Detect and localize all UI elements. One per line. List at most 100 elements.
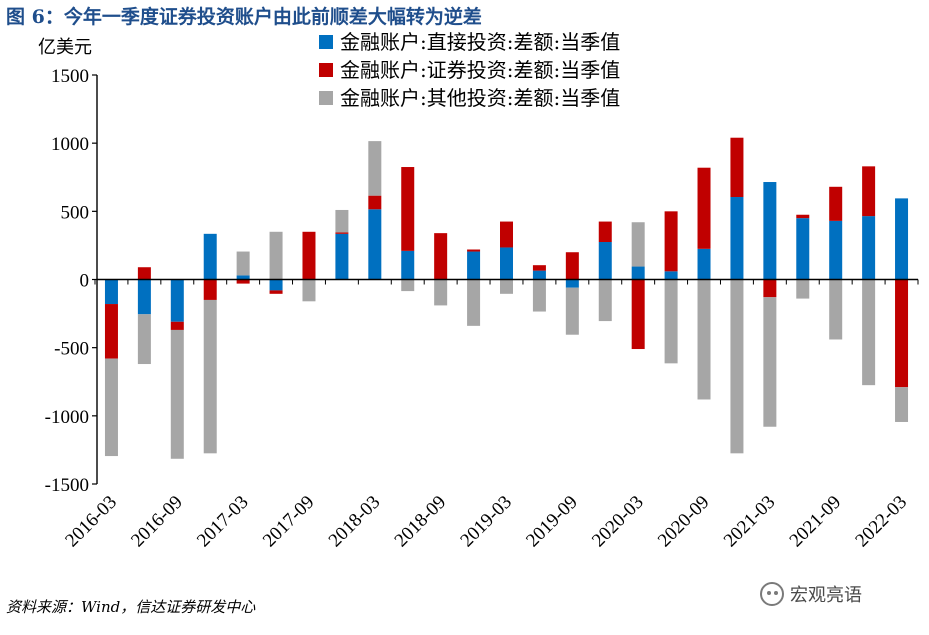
y-tick-label: -500 [54,339,89,360]
bar-portfolio-investment [500,221,513,248]
bar-other-investment [170,329,184,459]
bar-portfolio-investment [170,321,184,330]
bar-other-investment [598,279,612,322]
bar-other-investment [532,279,546,312]
bar-other-investment [467,279,481,326]
bar-direct-investment [104,279,118,305]
x-tick-label: 2022-03 [851,492,911,552]
bar-portfolio-investment [664,211,678,272]
bar-portfolio-investment [104,304,118,359]
bar-direct-investment [796,218,810,280]
x-tick-label: 2016-03 [61,492,121,552]
bar-other-investment [730,279,744,454]
x-tick-label: 2017-03 [193,492,253,552]
bar-portfolio-investment [565,252,579,280]
bar-other-investment [796,279,810,299]
x-tick-label: 2020-09 [654,492,714,552]
bar-direct-investment [467,251,481,280]
x-tick-label: 2018-03 [325,492,385,552]
bar-other-investment [829,279,843,340]
bar-portfolio-investment [137,267,151,280]
bar-other-investment [368,141,382,196]
bar-portfolio-investment [895,279,909,388]
legend-label-direct-investment: 金融账户:直接投资:差额:当季值 [340,30,620,54]
legend-swatch-portfolio-investment [319,63,333,77]
x-tick-label: 2017-09 [259,492,319,552]
bar-other-investment [697,279,711,400]
bar-portfolio-investment [434,233,448,280]
bar-direct-investment [401,250,415,280]
bar-other-investment [335,209,349,233]
bar-direct-investment [368,209,382,280]
bar-direct-investment [236,275,250,280]
bar-other-investment [104,358,118,457]
bar-portfolio-investment [862,166,876,217]
y-tick-label: -1500 [45,475,89,496]
bar-direct-investment [170,279,184,322]
bar-direct-investment [664,271,678,280]
bar-portfolio-investment [335,232,349,234]
watermark-text: 宏观亮语 [790,585,862,606]
bar-direct-investment [862,216,876,280]
y-axis-label: 亿美元 [38,37,92,58]
wechat-icon [760,582,784,606]
bar-portfolio-investment [697,167,711,249]
bar-portfolio-investment [532,265,546,271]
x-tick-label: 2019-03 [456,492,516,552]
y-tick-label: 1500 [51,66,89,87]
bar-other-investment [565,287,579,335]
bar-portfolio-investment [730,137,744,198]
x-tick-label: 2021-03 [720,492,780,552]
legend-label-portfolio-investment: 金融账户:证券投资:差额:当季值 [340,58,620,82]
bar-direct-investment [203,233,217,280]
x-tick-label: 2020-03 [588,492,648,552]
bar-portfolio-investment [203,279,217,300]
bar-portfolio-investment [763,279,777,298]
bar-portfolio-investment [269,290,283,294]
bar-other-investment [664,279,678,364]
bar-direct-investment [598,242,612,280]
y-tick-label: 0 [80,271,90,292]
bar-other-investment [236,251,250,276]
bar-portfolio-investment [236,279,250,284]
bar-direct-investment [137,279,151,315]
y-tick-label: 500 [61,202,90,223]
watermark: 宏观亮语 [760,581,862,607]
bar-portfolio-investment [598,221,612,243]
figure-title: 图 6：今年一季度证券投资账户由此前顺差大幅转为逆差 [6,6,482,28]
legend-swatch-direct-investment [319,35,333,49]
bar-other-investment [434,279,448,306]
x-tick-label: 2021-09 [786,492,846,552]
bar-other-investment [631,222,645,267]
bar-direct-investment [631,266,645,280]
x-tick-label: 2016-09 [127,492,187,552]
bar-portfolio-investment [368,195,382,210]
bar-direct-investment [335,233,349,280]
bar-portfolio-investment [467,249,481,252]
bar-direct-investment [697,248,711,280]
y-tick-label: -1000 [45,407,89,428]
bar-portfolio-investment [401,167,415,251]
bar-portfolio-investment [796,214,810,219]
bar-direct-investment [829,220,843,280]
legend-label-other-investment: 金融账户:其他投资:差额:当季值 [340,86,620,110]
bar-other-investment [895,387,909,422]
bar-other-investment [401,279,415,292]
bar-direct-investment [763,182,777,280]
bar-direct-investment [895,198,909,280]
bar-direct-investment [500,247,513,280]
bar-direct-investment [269,279,283,291]
bar-direct-investment [565,279,579,288]
legend-swatch-other-investment [319,91,333,105]
bar-other-investment [763,297,777,427]
source-note: 资料来源：Wind，信达证券研发中心 [6,598,256,616]
bar-direct-investment [532,270,546,280]
bar-other-investment [137,314,151,365]
bar-other-investment [203,299,217,454]
x-tick-label: 2019-09 [522,492,582,552]
bar-other-investment [500,279,513,294]
bar-other-investment [269,231,283,280]
bar-portfolio-investment [302,231,316,280]
x-tick-label: 2018-09 [391,492,451,552]
